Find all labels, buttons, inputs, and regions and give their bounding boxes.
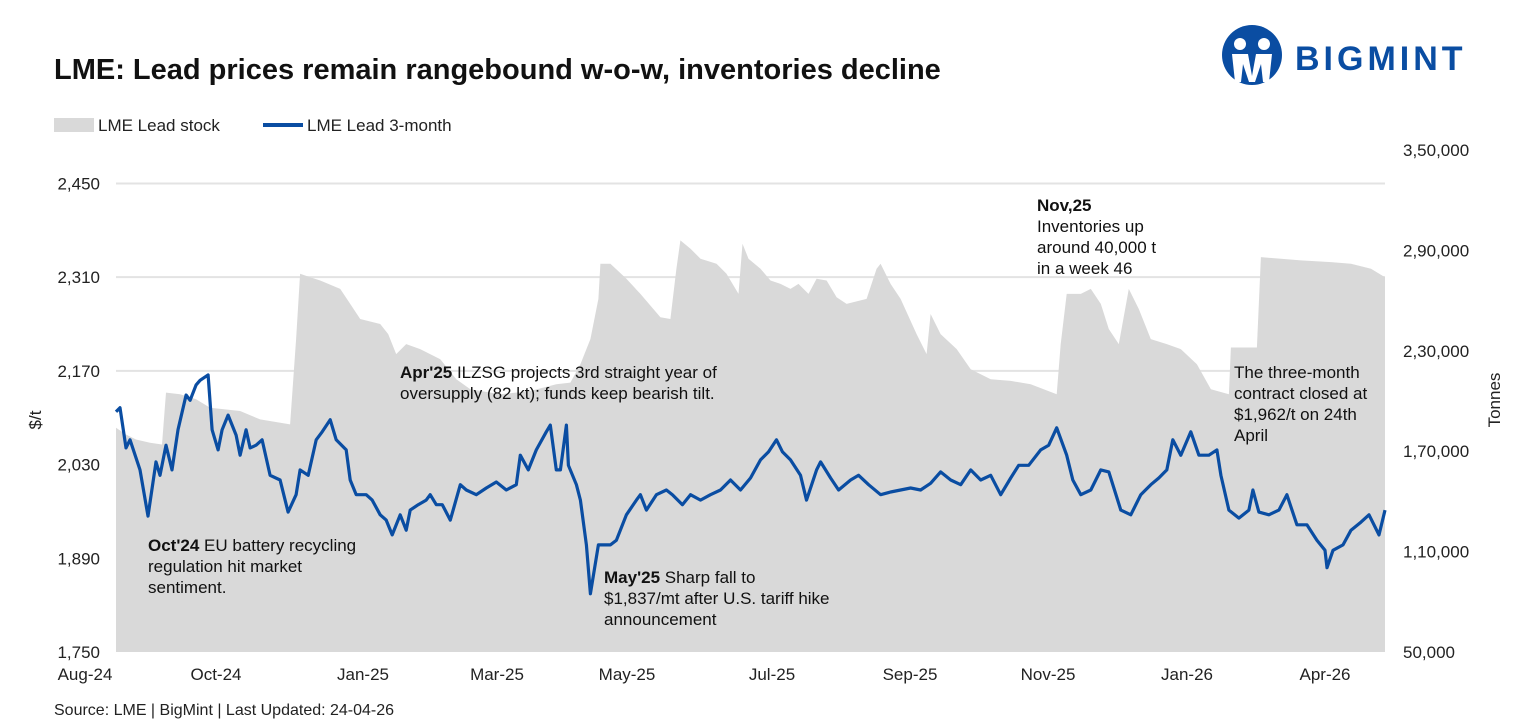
y-tick-right: 50,000 — [1403, 643, 1455, 662]
y-tick-left: 2,310 — [57, 268, 100, 287]
y-axis-left: 1,750 1,890 2,030 2,170 2,310 2,450 — [57, 174, 100, 662]
annotation: May'25 Sharp fall to $1,837/mt after U.S.… — [604, 568, 830, 629]
x-tick: Nov-25 — [1021, 665, 1076, 684]
x-tick: Oct-24 — [190, 665, 241, 684]
x-tick: Jan-25 — [337, 665, 389, 684]
y-tick-right: 1,70,000 — [1403, 442, 1469, 461]
annotation: Nov,25 Inventories up around 40,000 t in a … — [1037, 196, 1156, 278]
y-axis-right-label: Tonnes — [1485, 373, 1504, 428]
chart-title: LME: Lead prices remain rangebound w-o-w… — [54, 54, 941, 86]
legend-swatch-stock — [54, 118, 94, 132]
legend: LME Lead stock LME Lead 3-month — [54, 116, 452, 135]
y-tick-left: 2,170 — [57, 362, 100, 381]
bigmint-logo: BIGMINT — [1222, 25, 1467, 85]
price-line — [114, 373, 1387, 596]
y-tick-right: 1,10,000 — [1403, 543, 1469, 562]
y-tick-right: 3,50,000 — [1403, 141, 1469, 160]
y-tick-right: 2,30,000 — [1403, 342, 1469, 361]
annotation: The three-month contract closed at $1,962/… — [1234, 363, 1368, 445]
source-note: Source: LME | BigMint | Last Updated: 24… — [54, 702, 394, 719]
x-tick: Apr-26 — [1299, 665, 1350, 684]
annotation: Apr'25 ILZSG projects 3rd straight year … — [400, 363, 717, 403]
x-tick: Mar-25 — [470, 665, 524, 684]
x-axis: Aug-24 Oct-24 Jan-25 Mar-25 May-25 Jul-25 Sep-… — [58, 665, 1351, 684]
legend-label-stock: LME Lead stock — [98, 116, 220, 135]
y-tick-left: 2,450 — [57, 174, 100, 193]
y-axis-right: 50,000 1,10,000 1,70,000 2,30,000 2,90,000 3,… — [1403, 141, 1469, 662]
x-tick: May-25 — [599, 665, 656, 684]
y-tick-left: 2,030 — [57, 456, 100, 475]
annotation: Oct'24 EU battery recycling regulation hi… — [148, 536, 356, 597]
stock-area — [116, 240, 1385, 652]
x-tick: Sep-25 — [883, 665, 938, 684]
logo-text: BIGMINT — [1295, 40, 1467, 78]
x-tick: Jan-26 — [1161, 665, 1213, 684]
y-axis-left-label: $/t — [26, 410, 45, 429]
y-tick-left: 1,750 — [57, 643, 100, 662]
x-tick: Jul-25 — [749, 665, 795, 684]
legend-label-price: LME Lead 3-month — [307, 116, 452, 135]
y-tick-left: 1,890 — [57, 549, 100, 568]
y-tick-right: 2,90,000 — [1403, 241, 1469, 260]
annotations: Oct'24 EU battery recycling regulation hi… — [148, 196, 1368, 629]
x-tick: Aug-24 — [58, 665, 113, 684]
